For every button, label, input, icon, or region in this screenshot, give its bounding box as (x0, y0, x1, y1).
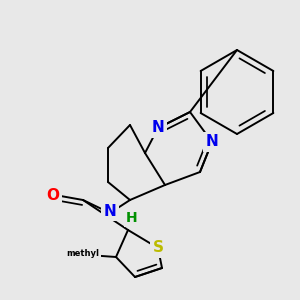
Text: H: H (126, 211, 138, 225)
Text: N: N (103, 203, 116, 218)
Text: methyl: methyl (67, 248, 100, 257)
Text: O: O (46, 188, 59, 202)
Text: N: N (206, 134, 218, 149)
Text: S: S (152, 241, 164, 256)
Text: N: N (152, 121, 164, 136)
